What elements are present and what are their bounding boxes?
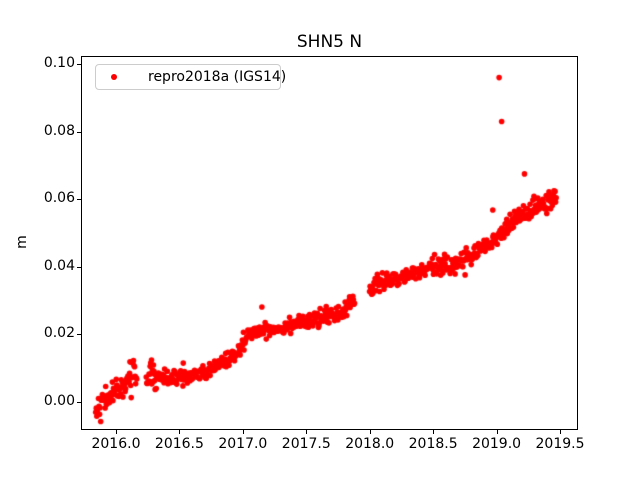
legend-label: repro2018a (IGS14): [148, 69, 287, 85]
x-tick-label: 2019.0: [472, 436, 522, 452]
x-tick-mark: [496, 430, 498, 434]
chart-title: SHN5 N: [296, 32, 363, 52]
y-tick-mark: [77, 266, 81, 268]
y-tick-label: 0.10: [43, 55, 75, 72]
x-tick-label: 2016.5: [154, 436, 204, 452]
y-tick-mark: [77, 199, 81, 201]
x-tick-label: 2017.5: [281, 436, 331, 452]
y-axis-label: m: [14, 235, 30, 249]
x-tick-mark: [306, 430, 308, 434]
x-tick-label: 2018.0: [345, 436, 395, 452]
y-tick-mark: [77, 64, 81, 66]
y-tick-label: 0.08: [43, 122, 75, 139]
y-tick-label: 0.04: [43, 257, 75, 274]
x-tick-mark: [433, 430, 435, 434]
plot-area: repro2018a (IGS14): [81, 56, 578, 430]
y-tick-label: 0.00: [43, 392, 75, 409]
y-tick-mark: [77, 401, 81, 403]
x-tick-mark: [369, 430, 371, 434]
x-tick-label: 2019.5: [535, 436, 585, 452]
legend-marker-dot-icon: [111, 74, 117, 80]
y-tick-label: 0.06: [43, 190, 75, 207]
x-tick-label: 2016.0: [91, 436, 141, 452]
y-tick-mark: [77, 334, 81, 336]
x-tick-mark: [560, 430, 561, 434]
x-tick-label: 2017.0: [218, 436, 268, 452]
x-tick-mark: [242, 430, 244, 434]
legend: repro2018a (IGS14): [95, 64, 286, 90]
y-tick-label: 0.02: [43, 325, 75, 342]
y-tick-mark: [77, 131, 81, 133]
x-tick-mark: [179, 430, 181, 434]
x-tick-mark: [115, 430, 117, 434]
scatter-points-canvas: [82, 57, 577, 429]
x-tick-label: 2018.5: [408, 436, 458, 452]
